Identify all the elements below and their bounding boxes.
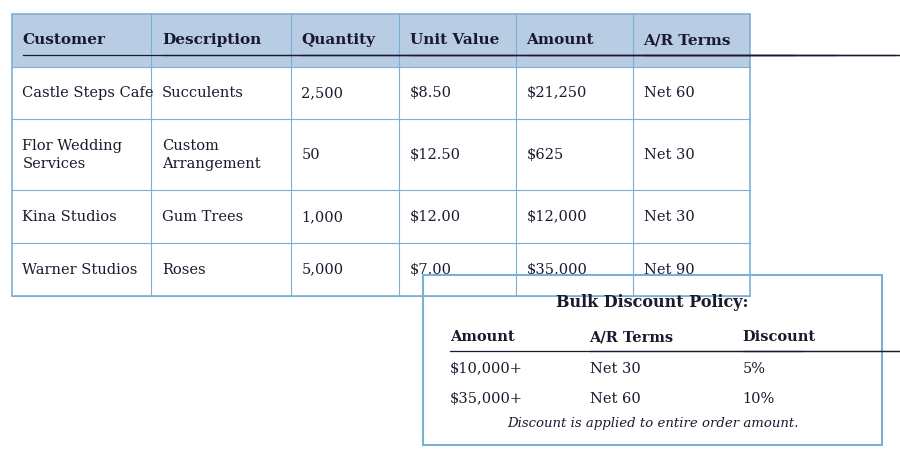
- Text: $7.00: $7.00: [410, 263, 452, 277]
- Bar: [12, 14, 750, 67]
- Text: Quantity: Quantity: [302, 33, 375, 47]
- Text: 1,000: 1,000: [302, 210, 344, 224]
- Text: Discount is applied to entire order amount.: Discount is applied to entire order amou…: [507, 417, 798, 430]
- Text: Net 30: Net 30: [590, 363, 640, 376]
- Text: Bulk Discount Policy:: Bulk Discount Policy:: [556, 294, 749, 312]
- Text: Discount: Discount: [742, 330, 815, 344]
- Text: Net 60: Net 60: [590, 392, 640, 406]
- Text: $12.50: $12.50: [410, 148, 461, 162]
- Text: $21,250: $21,250: [526, 86, 587, 100]
- Text: Kina Studios: Kina Studios: [22, 210, 117, 224]
- Text: $12,000: $12,000: [526, 210, 587, 224]
- Text: $35,000: $35,000: [526, 263, 588, 277]
- Text: Custom
Arrangement: Custom Arrangement: [162, 139, 261, 171]
- Text: Net 30: Net 30: [644, 210, 694, 224]
- Text: Net 30: Net 30: [644, 148, 694, 162]
- Text: Roses: Roses: [162, 263, 205, 277]
- Text: A/R Terms: A/R Terms: [590, 330, 673, 344]
- Text: $625: $625: [526, 148, 563, 162]
- Text: 5%: 5%: [742, 363, 766, 376]
- Text: A/R Terms: A/R Terms: [644, 33, 731, 47]
- Text: Flor Wedding
Services: Flor Wedding Services: [22, 139, 122, 171]
- Text: $10,000+: $10,000+: [450, 363, 523, 376]
- Text: Net 60: Net 60: [644, 86, 694, 100]
- Text: Gum Trees: Gum Trees: [162, 210, 243, 224]
- Text: 50: 50: [302, 148, 320, 162]
- Text: $8.50: $8.50: [410, 86, 452, 100]
- Text: 5,000: 5,000: [302, 263, 344, 277]
- Text: Amount: Amount: [450, 330, 515, 344]
- Text: $35,000+: $35,000+: [450, 392, 523, 406]
- Text: Amount: Amount: [526, 33, 594, 47]
- Bar: [423, 275, 882, 445]
- Text: Customer: Customer: [22, 33, 105, 47]
- Text: Warner Studios: Warner Studios: [22, 263, 138, 277]
- Text: 10%: 10%: [742, 392, 775, 406]
- Bar: [12, 14, 750, 296]
- Text: Description: Description: [162, 33, 261, 47]
- Text: Succulents: Succulents: [162, 86, 244, 100]
- Text: Net 90: Net 90: [644, 263, 694, 277]
- Text: 2,500: 2,500: [302, 86, 344, 100]
- Text: Castle Steps Cafe: Castle Steps Cafe: [22, 86, 154, 100]
- Text: $12.00: $12.00: [410, 210, 461, 224]
- Text: Unit Value: Unit Value: [410, 33, 499, 47]
